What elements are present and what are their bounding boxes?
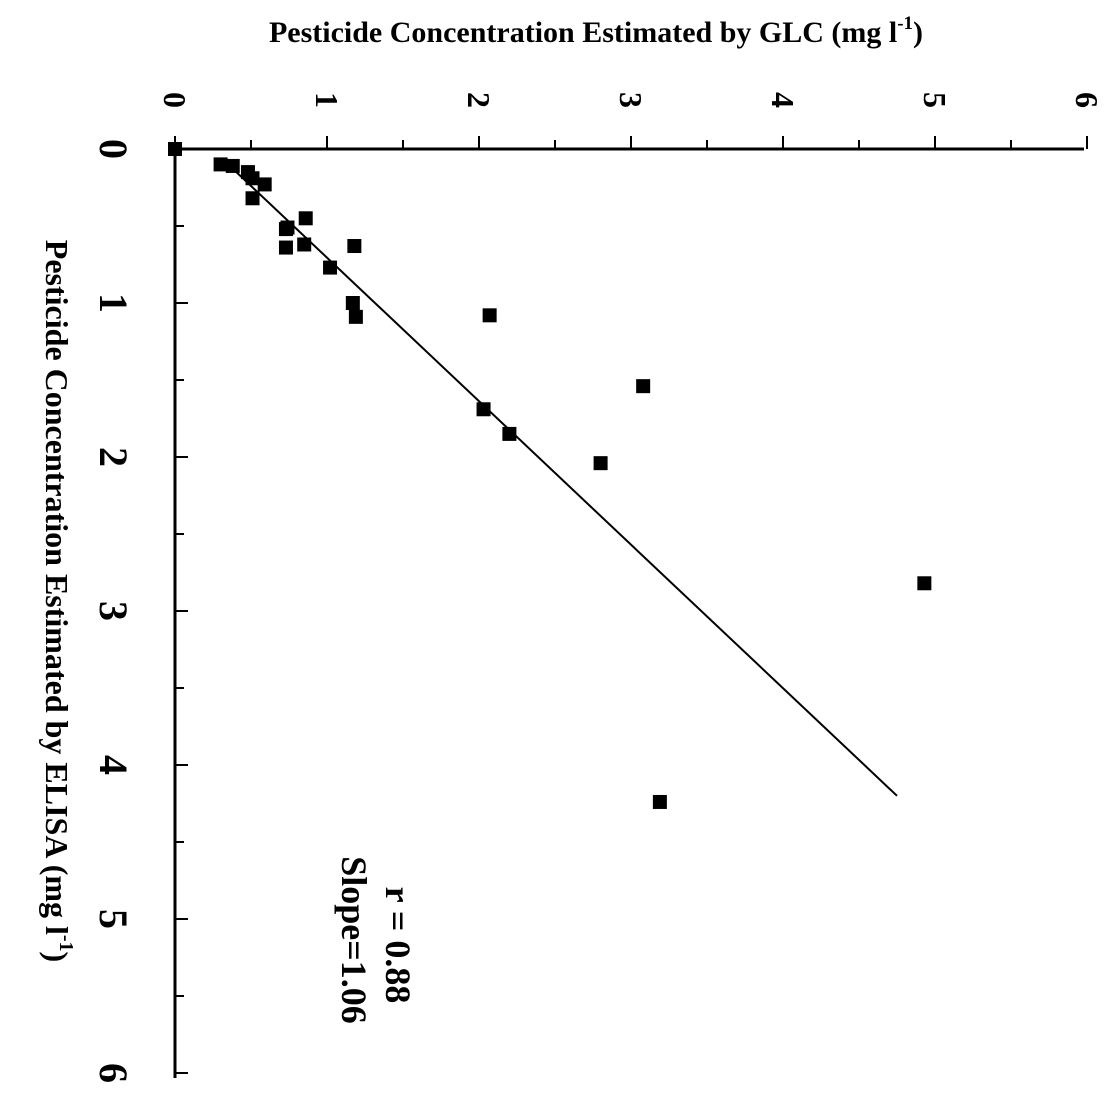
top-tick-label: 6 — [1069, 92, 1105, 108]
data-point — [245, 171, 260, 186]
top-axis-title-close: ) — [913, 16, 923, 49]
top-tick-label: 4 — [765, 92, 801, 108]
slope-annotation: Slope=1.06 — [334, 856, 374, 1024]
data-point — [213, 157, 228, 172]
axis-ticks — [174, 136, 1088, 1074]
data-point — [278, 240, 293, 255]
data-point — [345, 296, 360, 310]
left-axis-title-sup: -1 — [55, 935, 77, 952]
left-axis-title: Pesticide Concentration Estimated by ELI… — [39, 240, 77, 962]
left-tick-label: 0 — [91, 139, 136, 159]
left-tick-label: 3 — [91, 601, 136, 621]
data-point — [652, 794, 667, 809]
data-point — [225, 158, 240, 173]
data-point — [278, 222, 293, 237]
left-tick-label: 1 — [91, 293, 136, 313]
top-tick-label: 1 — [309, 92, 345, 108]
left-axis-title-main: Pesticide Concentration Estimated by ELI… — [39, 240, 75, 935]
data-point — [323, 260, 338, 275]
axis-tick-labels: 0 1 2 3 4 5 6 0 1 2 3 4 5 6 — [91, 92, 1105, 1083]
left-tick-label: 5 — [91, 909, 136, 929]
data-point — [245, 191, 260, 206]
left-axis-title-close: ) — [39, 952, 75, 963]
left-tick-label: 4 — [91, 755, 136, 775]
data-point — [917, 576, 932, 591]
top-tick-label: 2 — [461, 92, 497, 108]
data-point — [593, 456, 608, 471]
top-tick-label: 3 — [613, 92, 649, 108]
data-point — [502, 426, 517, 441]
r-annotation: r = 0.88 — [378, 887, 418, 1004]
data-point — [348, 309, 363, 324]
data-point — [482, 308, 497, 323]
data-points — [168, 142, 932, 809]
top-axis-title-main: Pesticide Concentration Estimated by GLC… — [269, 16, 897, 49]
top-axis-title-sup: -1 — [897, 13, 913, 34]
data-point — [476, 402, 491, 417]
top-axis-title: Pesticide Concentration Estimated by GLC… — [269, 13, 923, 49]
data-point — [298, 211, 313, 226]
data-point — [347, 239, 362, 254]
top-tick-label: 5 — [917, 92, 953, 108]
top-tick-label: 0 — [157, 92, 193, 108]
regression-line — [227, 163, 898, 797]
left-tick-label: 2 — [91, 447, 136, 467]
data-point — [168, 142, 182, 156]
data-point — [257, 177, 272, 192]
left-tick-label: 6 — [91, 1063, 136, 1083]
data-point — [297, 237, 312, 252]
data-point — [636, 379, 651, 394]
